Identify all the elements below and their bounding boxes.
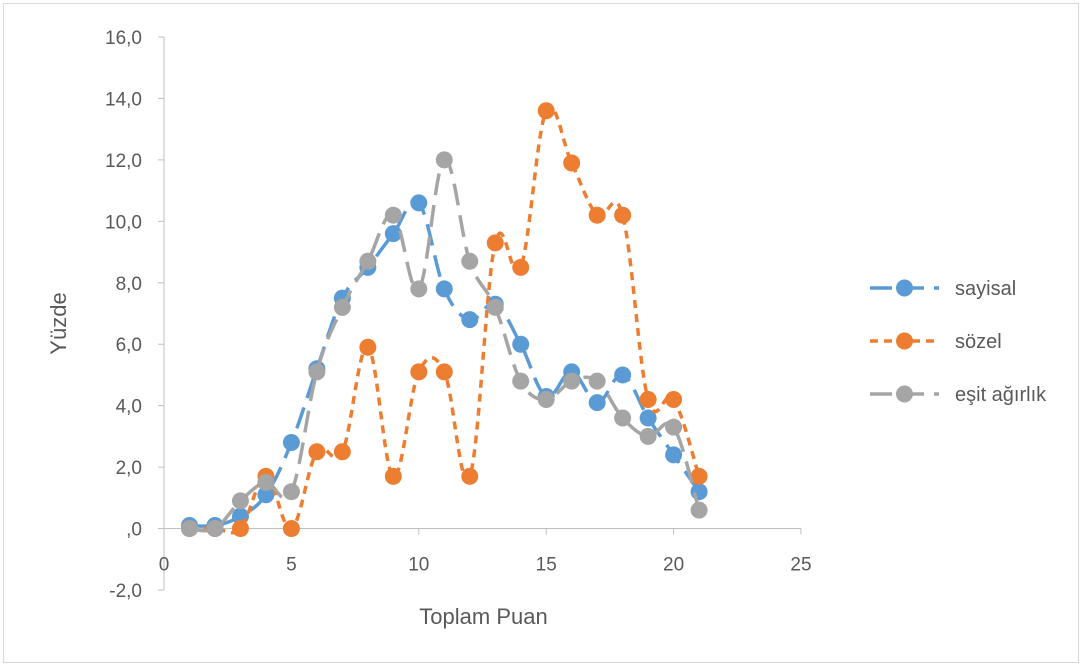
data-point bbox=[690, 483, 708, 501]
data-point bbox=[384, 225, 402, 243]
series-2 bbox=[180, 151, 708, 538]
data-point bbox=[282, 434, 300, 452]
x-tick-label: 5 bbox=[286, 555, 297, 576]
data-point bbox=[512, 372, 530, 390]
data-point bbox=[537, 391, 555, 409]
data-point bbox=[690, 501, 708, 519]
data-point bbox=[639, 409, 657, 427]
data-point bbox=[563, 372, 581, 390]
data-point bbox=[588, 372, 606, 390]
y-tick-label: 8,0 bbox=[116, 274, 142, 295]
data-point bbox=[282, 483, 300, 501]
data-point bbox=[665, 446, 683, 464]
data-point bbox=[308, 443, 326, 461]
data-point bbox=[435, 363, 453, 381]
legend-swatch-marker bbox=[896, 385, 913, 403]
y-tick-label: 10,0 bbox=[105, 212, 142, 233]
data-point bbox=[563, 154, 581, 172]
data-point bbox=[410, 363, 428, 381]
chart-frame: -2,0 ,0 2,0 4,0 6,0 8,0 10,0 12,0 14,0 16,0 0 5 10 15… bbox=[3, 3, 1079, 663]
legend-swatch-marker bbox=[896, 332, 913, 350]
data-point bbox=[486, 234, 504, 252]
data-point bbox=[308, 363, 326, 381]
data-point bbox=[588, 206, 606, 224]
y-axis-title: Yüzde bbox=[46, 292, 71, 354]
legend: sayisal sözel eşit ağırlık bbox=[870, 278, 1047, 406]
line-chart: -2,0 ,0 2,0 4,0 6,0 8,0 10,0 12,0 14,0 16,0 0 5 10 15… bbox=[46, 28, 1047, 629]
data-point bbox=[461, 311, 479, 329]
x-tick-label: 15 bbox=[536, 555, 557, 576]
data-point bbox=[359, 338, 377, 356]
data-point bbox=[512, 258, 530, 276]
series-line bbox=[189, 158, 701, 533]
y-tick-label: 12,0 bbox=[105, 151, 142, 172]
x-tick-label: 25 bbox=[790, 555, 811, 576]
data-point bbox=[614, 206, 632, 224]
y-tick-label: 6,0 bbox=[116, 335, 142, 356]
series-1 bbox=[180, 102, 708, 538]
data-point bbox=[665, 418, 683, 436]
data-point bbox=[461, 467, 479, 485]
legend-label: sayisal bbox=[955, 278, 1016, 300]
data-point bbox=[282, 520, 300, 538]
data-point bbox=[359, 252, 377, 270]
legend-label: sözel bbox=[955, 331, 1002, 353]
legend-swatch-marker bbox=[896, 279, 913, 297]
axes: -2,0 ,0 2,0 4,0 6,0 8,0 10,0 12,0 14,0 16,0 0 5 10 15… bbox=[105, 28, 812, 602]
y-tick-label: ,0 bbox=[126, 520, 142, 541]
series-line bbox=[189, 199, 701, 528]
y-tick-label: 4,0 bbox=[116, 397, 142, 418]
legend-item: sayisal bbox=[870, 278, 1016, 300]
data-point bbox=[512, 335, 530, 353]
legend-item: eşit ağırlık bbox=[870, 384, 1047, 406]
data-point bbox=[461, 252, 479, 270]
data-point bbox=[639, 391, 657, 409]
data-point bbox=[588, 394, 606, 412]
data-point bbox=[231, 520, 249, 538]
data-point bbox=[384, 206, 402, 224]
data-point bbox=[410, 194, 428, 212]
data-point bbox=[614, 409, 632, 427]
x-tick-label: 0 bbox=[159, 555, 170, 576]
data-point bbox=[435, 280, 453, 298]
data-point bbox=[257, 473, 275, 491]
data-point bbox=[206, 520, 224, 538]
data-point bbox=[614, 366, 632, 384]
data-point bbox=[690, 467, 708, 485]
data-point bbox=[435, 151, 453, 169]
data-point bbox=[384, 467, 402, 485]
series-layer bbox=[180, 102, 708, 538]
x-tick-label: 20 bbox=[663, 555, 684, 576]
data-point bbox=[257, 486, 275, 504]
y-tick-label: -2,0 bbox=[109, 581, 142, 602]
data-point bbox=[333, 298, 351, 316]
x-tick-label: 10 bbox=[408, 555, 429, 576]
data-point bbox=[537, 102, 555, 120]
data-point bbox=[486, 298, 504, 316]
data-point bbox=[180, 520, 198, 538]
data-point bbox=[333, 443, 351, 461]
legend-item: sözel bbox=[870, 331, 1002, 353]
y-tick-label: 14,0 bbox=[105, 89, 142, 110]
data-point bbox=[410, 280, 428, 298]
data-point bbox=[231, 492, 249, 510]
x-axis-title: Toplam Puan bbox=[419, 604, 547, 629]
data-point bbox=[665, 391, 683, 409]
data-point bbox=[639, 427, 657, 445]
y-tick-label: 2,0 bbox=[116, 458, 142, 479]
legend-label: eşit ağırlık bbox=[955, 384, 1047, 406]
y-tick-label: 16,0 bbox=[105, 28, 142, 49]
